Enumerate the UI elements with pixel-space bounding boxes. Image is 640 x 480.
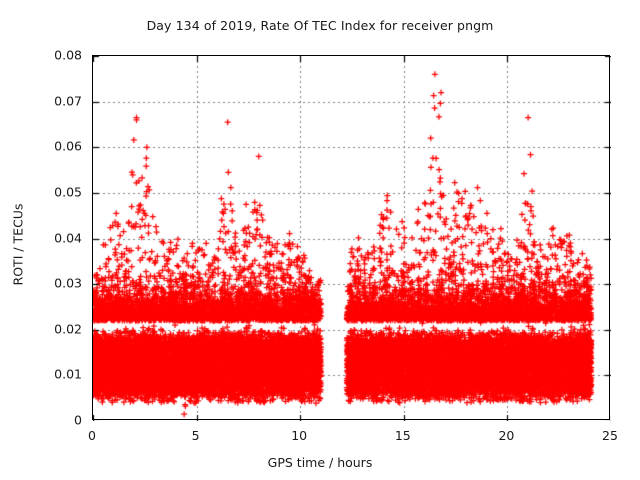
- y-tick-label: 0.05: [54, 184, 82, 200]
- y-tick-label: 0.08: [54, 47, 82, 63]
- chart-title: Day 134 of 2019, Rate Of TEC Index for r…: [146, 18, 494, 33]
- y-tick-label: 0.04: [54, 230, 82, 245]
- y-tick-label: 0.07: [54, 93, 82, 109]
- y-tick-label: 0.01: [54, 366, 82, 382]
- y-tick-label: 0.03: [54, 275, 82, 291]
- x-tick-label: 25: [602, 428, 618, 443]
- y-axis-title: ROTI / TECUs: [10, 203, 26, 286]
- x-tick-label: 10: [291, 428, 308, 443]
- x-tick-label: 15: [394, 428, 411, 443]
- scatter-plot-canvas: [93, 56, 611, 421]
- plot-area: [92, 55, 611, 421]
- x-axis-title: GPS time / hours: [267, 455, 373, 470]
- x-tick-label: 5: [191, 428, 200, 443]
- y-tick-label: 0.06: [54, 138, 82, 154]
- y-tick-label: 0.02: [54, 321, 82, 337]
- x-tick-label: 0: [88, 428, 96, 443]
- x-tick-label: 20: [498, 428, 515, 443]
- y-tick-label: 0: [74, 412, 82, 428]
